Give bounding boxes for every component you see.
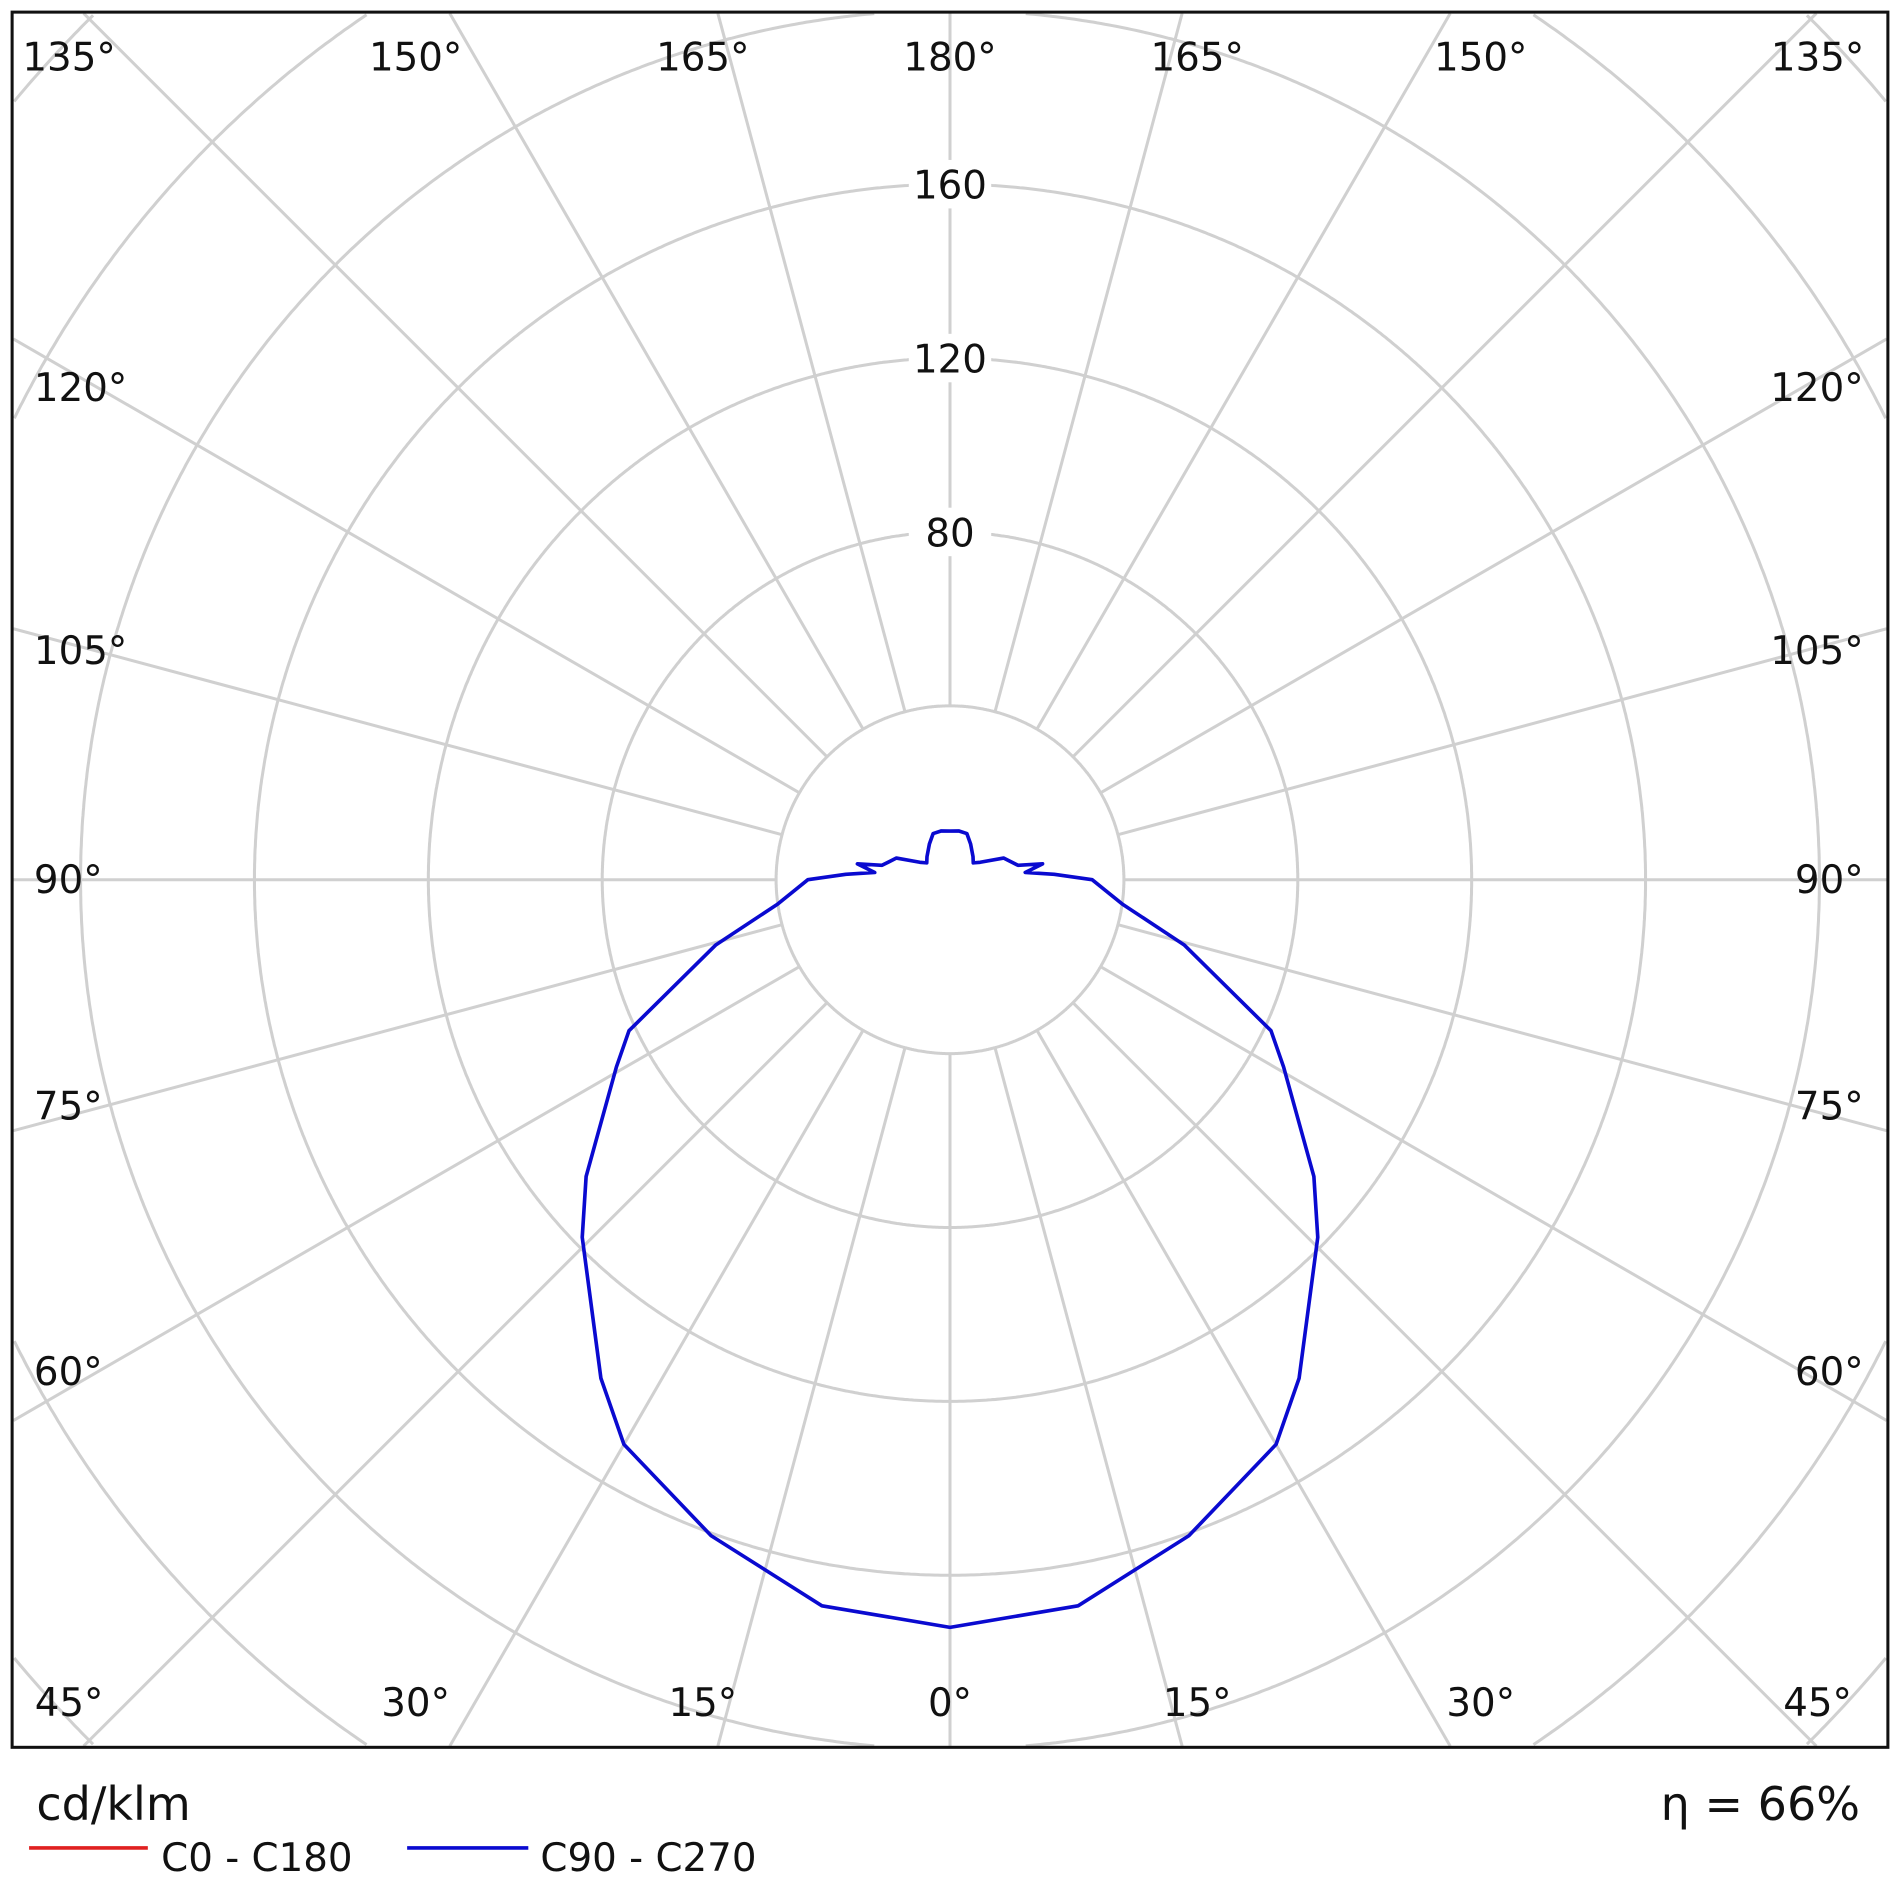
grid-spoke — [1117, 923, 1888, 1133]
grid-spoke — [716, 1047, 907, 1747]
grid-spoke — [12, 965, 801, 1422]
radial-label-bg — [908, 507, 992, 557]
grid-spoke — [448, 1029, 865, 1747]
grid-spoke — [993, 12, 1184, 713]
radial-tick-label: 80 — [925, 511, 974, 556]
angle-label-top: 165° — [656, 35, 749, 80]
angle-label-bottom: 15° — [668, 1681, 737, 1726]
grid-spoke — [1071, 12, 1818, 758]
legend-label-c90-c270: C90 - C270 — [540, 1836, 756, 1881]
angle-label-right: 60° — [1795, 1350, 1864, 1395]
angle-label-top: 135° — [22, 35, 115, 80]
polar-grid — [12, 12, 1888, 1748]
angle-label-left: 105° — [34, 629, 127, 674]
series-line-1 — [580, 829, 1320, 1630]
angle-label-bottom: 30° — [381, 1681, 450, 1726]
angle-label-right: 90° — [1795, 858, 1864, 903]
grid-spoke — [1071, 1001, 1818, 1748]
angle-label-bottom: 45° — [1783, 1681, 1852, 1726]
grid-spoke — [1099, 965, 1888, 1422]
angle-label-bottom: 45° — [35, 1681, 104, 1726]
radial-label-bg — [908, 333, 992, 383]
angle-label-top: 135° — [1771, 35, 1864, 80]
grid-spoke — [12, 923, 783, 1133]
grid-spoke — [716, 12, 907, 713]
grid-spoke — [82, 12, 829, 758]
angle-label-top: 150° — [1434, 35, 1527, 80]
angle-label-right: 75° — [1795, 1085, 1864, 1130]
grid-spoke — [993, 1047, 1184, 1747]
radial-tick-label: 120 — [913, 338, 987, 383]
grid-ring-240 — [12, 13, 1888, 1746]
grid-spoke — [1035, 1029, 1452, 1747]
angle-label-left: 75° — [34, 1085, 103, 1130]
angle-label-bottom: 0° — [928, 1681, 972, 1726]
angle-label-left: 90° — [34, 858, 103, 903]
angle-label-right: 120° — [1770, 366, 1863, 411]
plot-frame — [10, 10, 1890, 1749]
angle-label-top: 180° — [903, 35, 996, 80]
angle-label-left: 120° — [34, 366, 127, 411]
grid-spoke — [1035, 12, 1452, 730]
angle-label-top: 165° — [1151, 35, 1244, 80]
angle-labels: 135° 150° 165° 180° 165° 150° 135° 45° 30° 15° 0° 1… — [22, 35, 1864, 1726]
grid-spoke — [12, 627, 783, 837]
angle-label-bottom: 30° — [1446, 1681, 1515, 1726]
grid-ring-280 — [13, 14, 1887, 1746]
angle-label-top: 150° — [369, 35, 462, 80]
angle-label-right: 105° — [1770, 629, 1863, 674]
angle-label-left: 60° — [34, 1350, 103, 1395]
series-layer — [580, 829, 1320, 1630]
grid-spoke — [1099, 337, 1888, 795]
grid-ring-40 — [774, 704, 1126, 1056]
legend-label-c0-c180: C0 - C180 — [161, 1836, 352, 1881]
grid-spoke — [82, 1001, 829, 1748]
radial-label-bg — [908, 159, 992, 209]
grid-spoke — [1117, 627, 1888, 837]
radial-tick-label: 160 — [913, 164, 987, 209]
angle-label-bottom: 15° — [1163, 1681, 1232, 1726]
radial-tick-labels: 80 120 160 — [908, 159, 992, 557]
unit-label: cd/klm — [36, 1777, 190, 1831]
grid-spoke — [448, 12, 865, 730]
grid-spoke — [12, 337, 801, 795]
efficiency-label: η = 66% — [1661, 1777, 1860, 1831]
